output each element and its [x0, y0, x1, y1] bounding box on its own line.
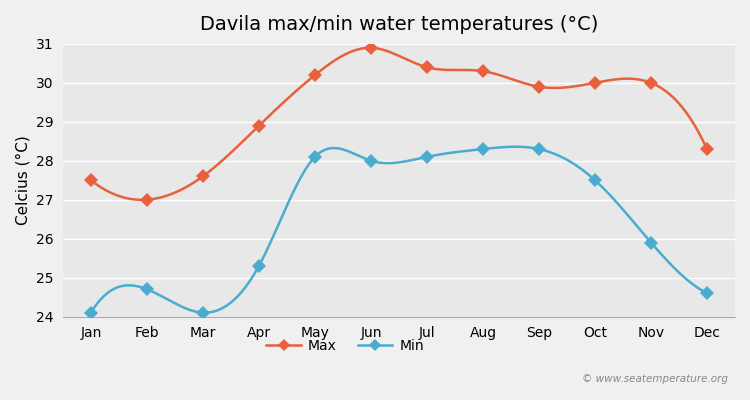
- Title: Davila max/min water temperatures (°C): Davila max/min water temperatures (°C): [200, 15, 598, 34]
- Legend: Max, Min: Max, Min: [261, 334, 430, 359]
- Text: © www.seatemperature.org: © www.seatemperature.org: [581, 374, 728, 384]
- Y-axis label: Celcius (°C): Celcius (°C): [15, 135, 30, 225]
